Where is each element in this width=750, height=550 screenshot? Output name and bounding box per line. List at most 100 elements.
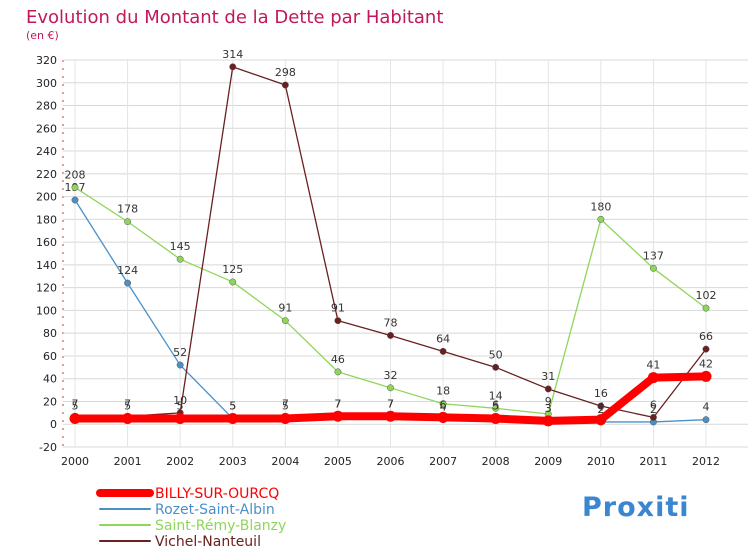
data-point (649, 413, 657, 421)
x-tick-label: 2001 (114, 455, 142, 468)
x-tick-label: 2000 (61, 455, 89, 468)
data-label: 41 (646, 359, 660, 372)
data-label: 208 (65, 168, 86, 181)
x-tick-label: 2002 (166, 455, 194, 468)
data-label: 16 (594, 387, 608, 400)
data-label: 2 (650, 403, 657, 416)
data-point (649, 264, 657, 272)
data-point (542, 415, 554, 427)
data-point (647, 372, 659, 384)
data-label: 9 (545, 395, 552, 408)
x-tick-label: 2008 (482, 455, 510, 468)
y-tick-label: 20 (43, 395, 57, 408)
y-tick-label: 320 (36, 54, 57, 67)
data-label: 7 (334, 397, 341, 410)
data-point (334, 368, 342, 376)
data-point (229, 63, 237, 71)
data-label: 78 (384, 316, 398, 329)
data-point (437, 411, 449, 423)
y-tick-label: 180 (36, 213, 57, 226)
data-label: 4 (703, 401, 710, 414)
y-tick-label: 60 (43, 350, 57, 363)
series-rozet-saint-albin: 197124525777463224 (65, 181, 710, 426)
y-tick-label: 0 (50, 418, 57, 431)
data-label: 145 (170, 240, 191, 253)
data-label: 52 (173, 346, 187, 359)
legend-item: Saint-Rémy-Blanzy (99, 518, 286, 534)
data-point (176, 361, 184, 369)
legend-label: Rozet-Saint-Albin (155, 502, 275, 518)
chart-subtitle: (en €) (26, 29, 59, 42)
data-point (439, 347, 447, 355)
data-label: 31 (541, 370, 555, 383)
data-label: 5 (124, 400, 131, 413)
legend-item: BILLY-SUR-OURCQ (96, 486, 279, 502)
legend-label: Saint-Rémy-Blanzy (155, 518, 286, 534)
data-point (490, 413, 502, 425)
x-tick-label: 2009 (534, 455, 562, 468)
y-tick-label: 240 (36, 145, 57, 158)
proxiti-logo: Proxiti (582, 492, 690, 523)
data-point (229, 278, 237, 286)
data-label: 66 (699, 330, 713, 343)
data-label: 42 (699, 357, 713, 370)
y-tick-label: 80 (43, 327, 57, 340)
data-label: 102 (696, 289, 717, 302)
data-label: 6 (440, 398, 447, 411)
logo-text: Proxiti (582, 492, 690, 523)
data-label: 6 (650, 398, 657, 411)
data-label: 91 (278, 302, 292, 315)
data-label: 5 (229, 400, 236, 413)
x-tick-label: 2003 (219, 455, 247, 468)
x-tick-label: 2006 (377, 455, 405, 468)
data-label: 5 (177, 400, 184, 413)
data-point (71, 184, 79, 191)
data-point (439, 400, 447, 408)
data-point (702, 345, 710, 353)
y-tick-label: 100 (36, 304, 57, 317)
data-label: 7 (72, 397, 79, 410)
y-tick-label: 200 (36, 191, 57, 204)
data-point (227, 413, 239, 425)
data-label: 4 (597, 401, 604, 414)
data-point (385, 410, 396, 422)
data-label: 7 (387, 397, 394, 410)
data-point (387, 332, 394, 339)
y-tick-label: 280 (36, 100, 57, 113)
data-point (702, 416, 710, 424)
legend-item: Vichel-Nanteuil (99, 534, 261, 550)
x-tick-label: 2004 (271, 455, 299, 468)
chart-title: Evolution du Montant de la Dette par Hab… (26, 7, 443, 28)
data-label: 64 (436, 332, 450, 345)
data-label: 50 (489, 348, 503, 361)
y-tick-label: 260 (36, 122, 57, 135)
data-label: 298 (275, 66, 296, 79)
y-tick-label: 300 (36, 77, 57, 90)
data-point (176, 255, 184, 263)
data-point (700, 370, 712, 382)
y-tick-label: 40 (43, 373, 57, 386)
data-point (492, 363, 500, 371)
x-tick-label: 2005 (324, 455, 352, 468)
y-tick-label: 140 (36, 259, 57, 272)
data-point (597, 402, 605, 410)
data-label: 3 (545, 402, 552, 415)
data-label: 3 (545, 402, 552, 415)
x-tick-label: 2011 (639, 455, 667, 468)
x-tick-label: 2010 (587, 455, 615, 468)
y-tick-label: 160 (36, 236, 57, 249)
y-tick-label: -20 (39, 441, 57, 454)
data-label: 7 (387, 397, 394, 410)
data-label: 32 (384, 369, 398, 382)
data-label: 5 (492, 400, 499, 413)
data-label: 7 (124, 397, 131, 410)
data-point (702, 304, 710, 312)
x-tick-label: 2012 (692, 455, 720, 468)
data-label: 125 (222, 263, 243, 276)
legend-item: Rozet-Saint-Albin (99, 502, 275, 518)
data-label: 5 (72, 400, 79, 413)
data-label: 91 (331, 302, 345, 315)
data-point (597, 215, 605, 223)
